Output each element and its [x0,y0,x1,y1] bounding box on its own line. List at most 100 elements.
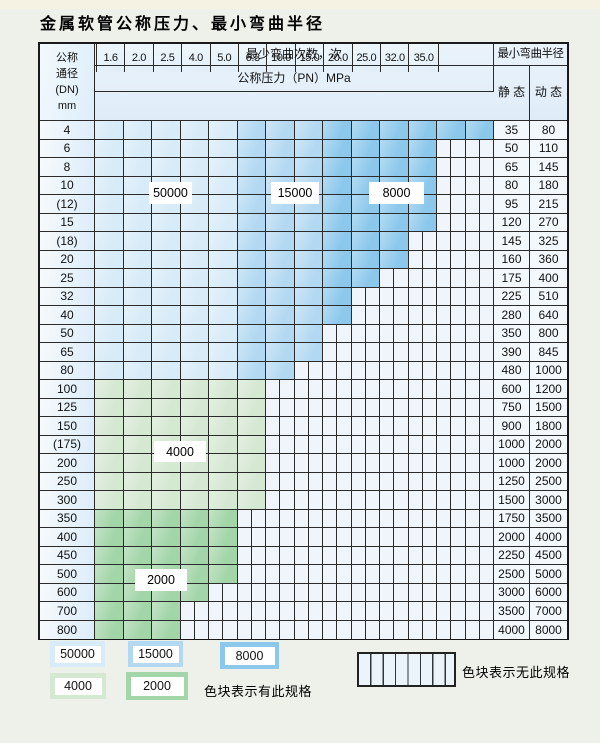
no-spec-cell [465,472,494,490]
no-spec-cell [237,546,266,564]
spec-cell [123,472,152,490]
table-row: 50 350 800 [40,324,567,343]
spec-cell [209,176,238,194]
spec-cell [408,121,437,139]
dn-cell: (18) [40,232,95,250]
spec-cell [237,380,266,398]
table-row: 800 4000 8000 [40,620,567,639]
dn-cell: 65 [40,343,95,361]
no-spec-cell [209,602,238,620]
dynamic-value-cell: 110 [530,139,567,157]
spec-cell [95,491,124,509]
no-spec-cell [237,509,266,527]
spec-cell [237,306,266,324]
spec-cell [209,454,238,472]
spec-cell [294,343,323,361]
no-spec-cell [266,454,295,472]
no-spec-cell [465,417,494,435]
spec-cell [152,398,181,416]
no-spec-cell [380,546,409,564]
spec-cell [209,491,238,509]
no-spec-cell [408,491,437,509]
dynamic-value-cell: 800 [530,324,567,342]
no-spec-cell [351,583,380,601]
no-spec-cell [323,454,352,472]
no-spec-cell [351,287,380,305]
no-spec-cell [465,398,494,416]
spec-cell [237,250,266,268]
no-spec-cell [351,546,380,564]
spec-cell [380,250,409,268]
dn-cell: 300 [40,491,95,509]
no-spec-cell [437,565,466,583]
no-spec-cell [266,565,295,583]
no-spec-cell [437,139,466,157]
no-spec-cell [408,620,437,639]
no-spec-cell [351,602,380,620]
spec-cell [95,417,124,435]
static-value-cell: 750 [494,398,530,416]
spec-cell [266,121,295,139]
spec-cell [152,269,181,287]
spec-cell [180,269,209,287]
no-spec-cell [437,213,466,231]
spec-cell [123,620,152,639]
table-row: (175) 1000 2000 [40,435,567,454]
spec-cell [123,121,152,139]
spec-cell [380,213,409,231]
no-spec-cell [380,454,409,472]
static-column-header: 静 态 [494,66,530,120]
no-spec-cell [437,250,466,268]
dynamic-value-cell: 3000 [530,491,567,509]
no-spec-cell [408,454,437,472]
pressure-header-cell: 5.0 [210,44,239,72]
dynamic-value-cell: 215 [530,195,567,213]
no-spec-cell [380,287,409,305]
spec-cell [209,213,238,231]
spec-cell [323,139,352,157]
no-spec-cell [351,620,380,639]
no-spec-cell [380,472,409,490]
spec-cell [152,343,181,361]
dynamic-value-cell: 80 [530,121,567,139]
zone-label-15000: 15000 [271,182,319,204]
spec-cell [123,269,152,287]
dynamic-value-cell: 4500 [530,546,567,564]
spec-cell [123,139,152,157]
dn-cell: 8 [40,158,95,176]
no-spec-cell [437,602,466,620]
no-spec-cell [408,583,437,601]
spec-cell [95,398,124,416]
spec-cell [209,195,238,213]
no-spec-cell [323,435,352,453]
no-spec-cell [294,417,323,435]
spec-cell [152,528,181,546]
static-value-cell: 65 [494,158,530,176]
no-spec-cell [380,324,409,342]
dn-cell: 350 [40,509,95,527]
spec-cell [323,195,352,213]
dn-cell: 80 [40,361,95,379]
spec-cell [95,583,124,601]
no-spec-cell [408,417,437,435]
spec-cell [209,158,238,176]
spec-cell [237,213,266,231]
no-spec-cell [380,269,409,287]
no-spec-cell [380,398,409,416]
no-spec-cell [351,454,380,472]
pressure-header-cell: 2.5 [153,44,183,72]
table-row: 15 120 270 [40,213,567,232]
no-spec-cell [408,232,437,250]
spec-cell [237,195,266,213]
table-row: 700 3500 7000 [40,602,567,621]
pressure-header-cell: 32.0 [381,44,410,72]
spec-cell [237,269,266,287]
static-value-cell: 2000 [494,528,530,546]
spec-cell [351,250,380,268]
no-spec-cell [294,546,323,564]
no-spec-cell [294,509,323,527]
no-spec-cell [180,620,209,639]
spec-cell [180,306,209,324]
dynamic-value-cell: 400 [530,269,567,287]
dn-cell: 32 [40,287,95,305]
